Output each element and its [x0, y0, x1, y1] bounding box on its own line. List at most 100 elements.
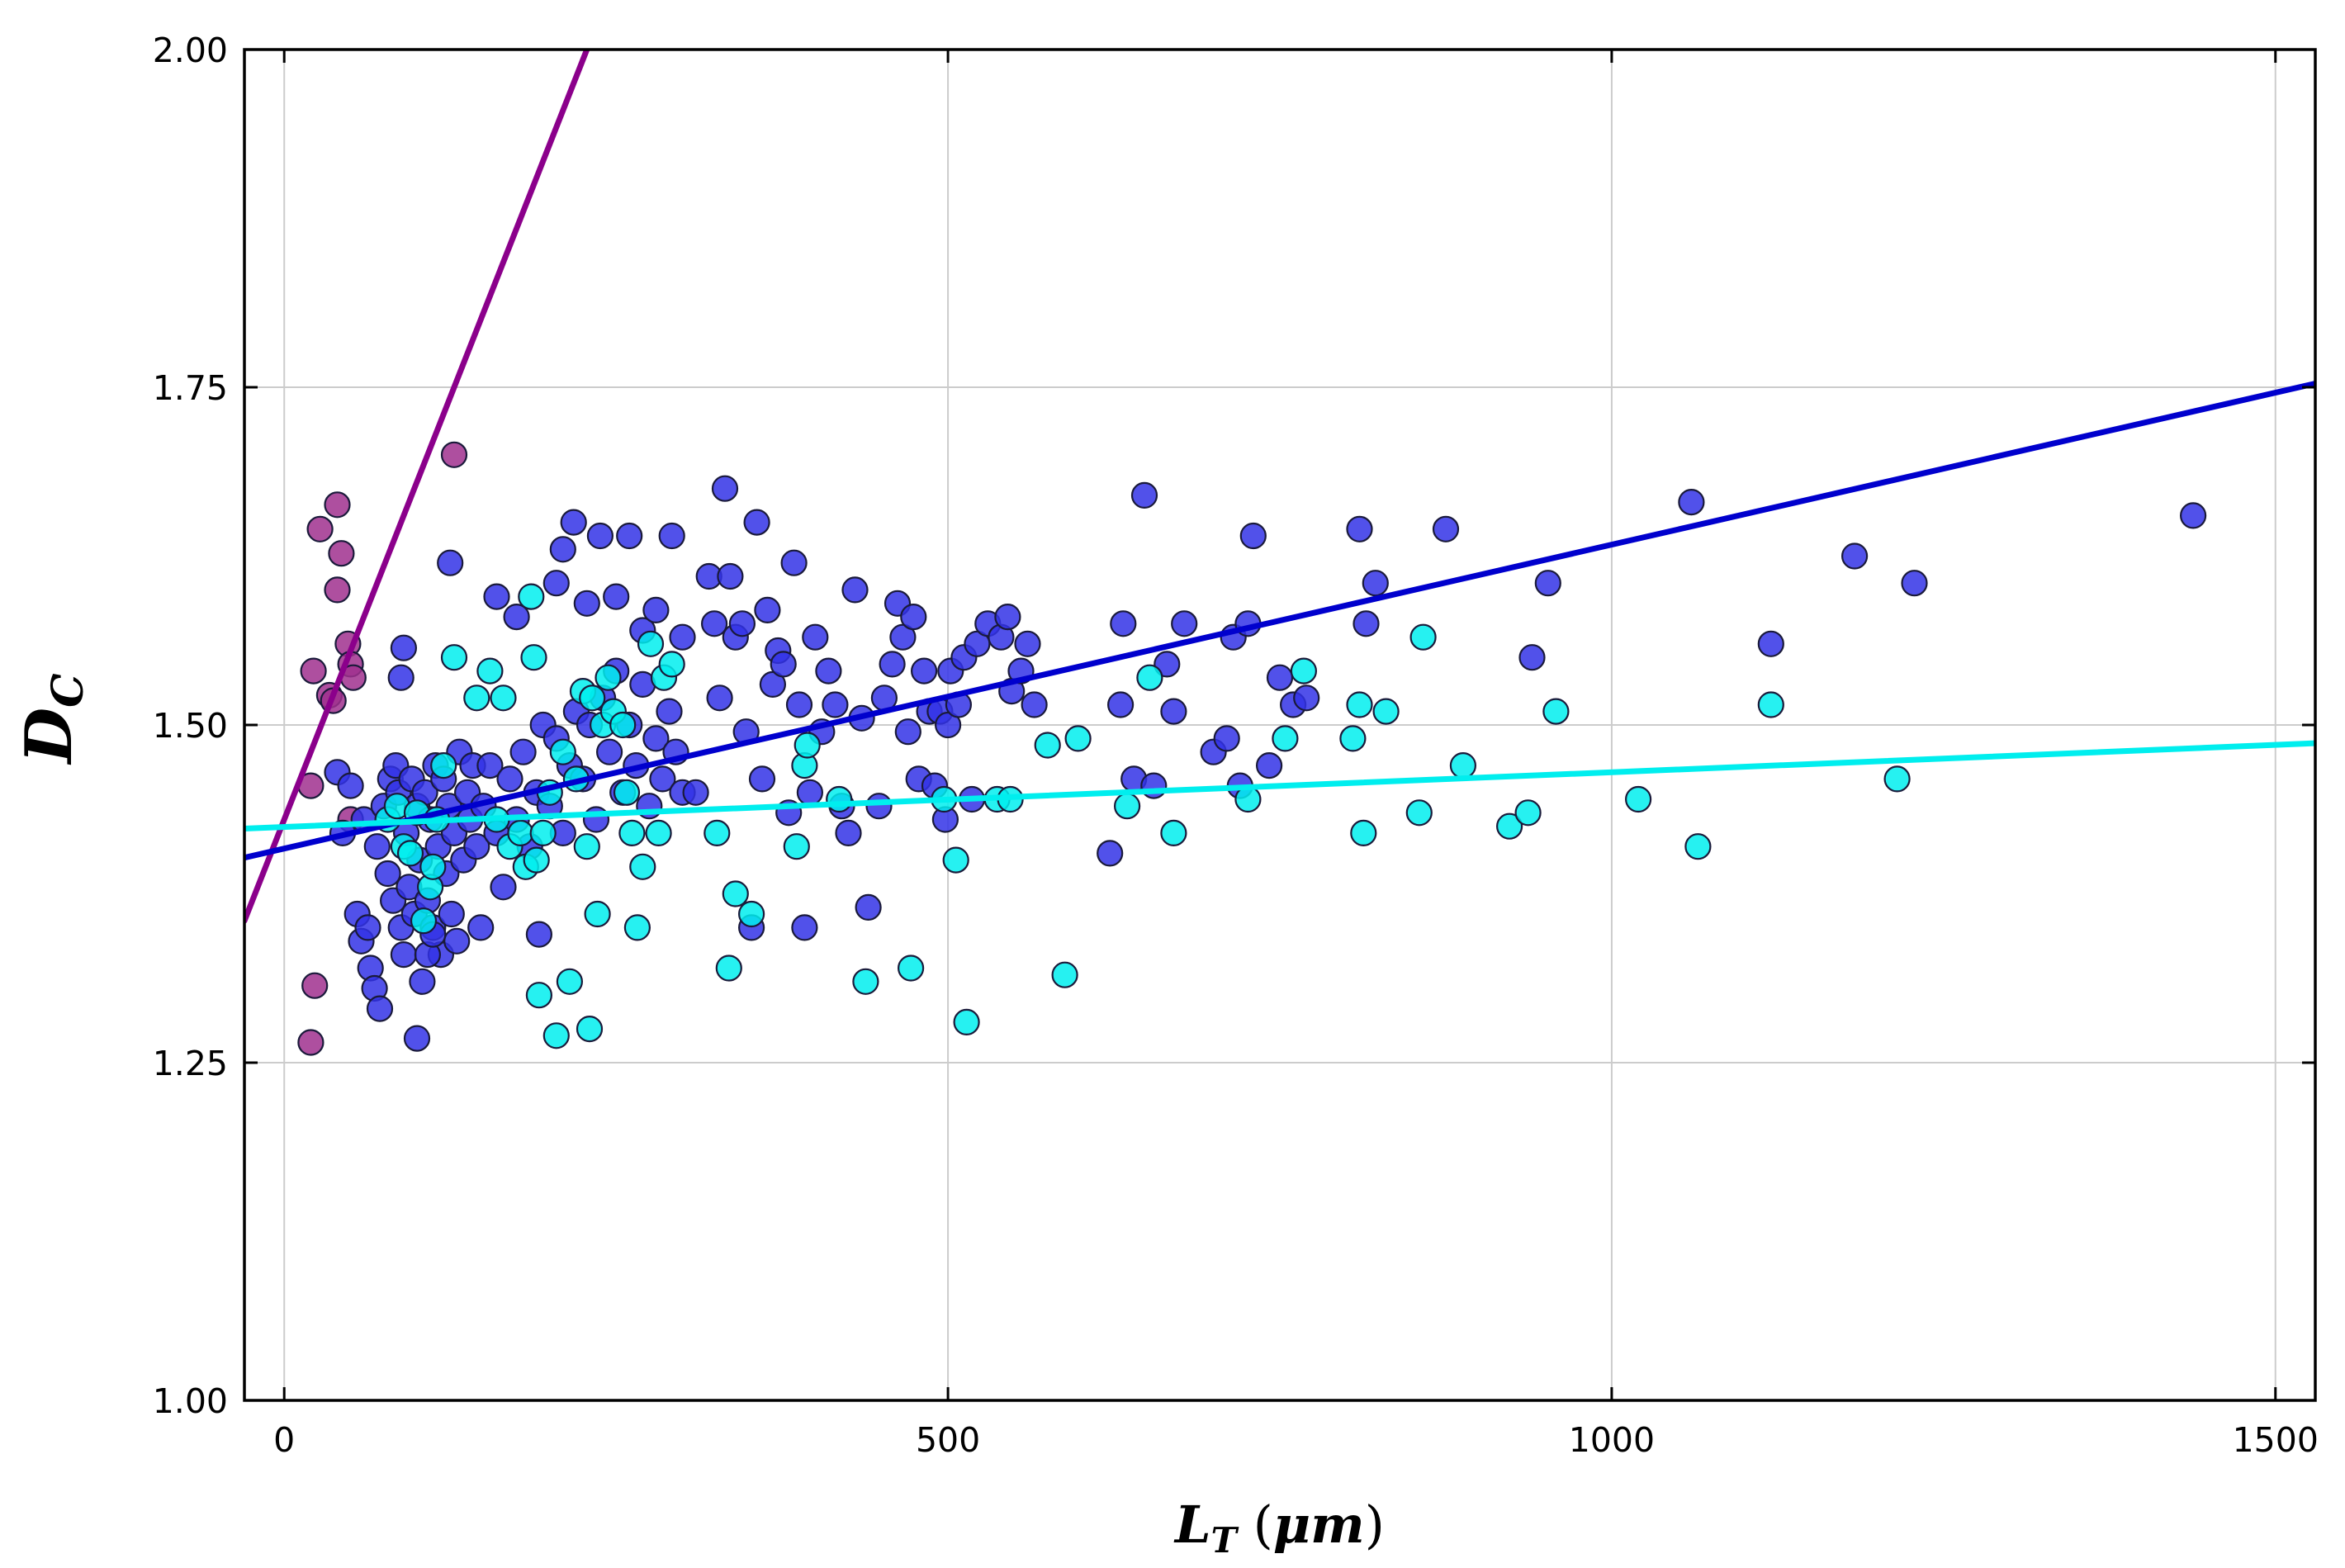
data-point-blue — [1518, 644, 1546, 671]
data-point-cyan — [1495, 812, 1523, 840]
svg-text:DC: DC — [12, 673, 93, 765]
data-point-cyan — [542, 1022, 570, 1049]
data-point-cyan — [658, 651, 685, 678]
data-point-cyan — [783, 833, 810, 860]
data-point-blue — [642, 725, 670, 752]
series-cyan — [374, 583, 1911, 1049]
data-point-blue — [1534, 570, 1561, 597]
data-point-blue — [1353, 610, 1380, 637]
data-point-purple — [328, 540, 355, 567]
data-point-blue — [1106, 691, 1135, 718]
y-axis-title: DC — [12, 673, 93, 765]
data-point-blue — [785, 691, 813, 718]
data-point-cyan — [1034, 732, 1061, 759]
data-point-cyan — [623, 914, 651, 941]
axis-ticks — [244, 48, 2315, 1402]
data-point-blue — [1140, 772, 1168, 799]
data-point-blue — [549, 536, 576, 563]
data-point-cyan — [529, 819, 557, 847]
data-point-cyan — [852, 968, 879, 995]
data-point-cyan — [722, 880, 749, 907]
y-tick-label: 1.00 — [153, 1381, 228, 1421]
data-point-blue — [658, 522, 685, 550]
data-point-blue — [443, 927, 471, 955]
data-point-blue — [1266, 664, 1294, 691]
data-point-blue — [711, 475, 739, 502]
data-point-blue — [1130, 481, 1158, 509]
series-layer — [244, 50, 2315, 1056]
data-point-blue — [542, 570, 570, 597]
data-point-blue — [483, 583, 510, 610]
data-point-cyan — [419, 853, 447, 880]
data-point-blue — [503, 603, 530, 631]
data-point-blue — [476, 751, 504, 779]
data-point-cyan — [463, 685, 490, 712]
data-point-cyan — [579, 685, 606, 712]
x-tick-label: 1500 — [2233, 1420, 2319, 1460]
data-point-cyan — [576, 1015, 604, 1043]
data-point-blue — [822, 691, 849, 718]
data-point-blue — [994, 603, 1021, 631]
data-point-blue — [387, 664, 415, 691]
data-point-cyan — [1624, 785, 1652, 813]
data-point-cyan — [1372, 698, 1400, 725]
data-point-cyan — [613, 779, 641, 806]
data-point-cyan — [1113, 793, 1141, 820]
data-point-cyan — [629, 853, 656, 880]
data-point-cyan — [897, 955, 925, 982]
data-point-blue — [910, 657, 938, 685]
data-point-cyan — [704, 819, 731, 847]
data-point-blue — [409, 968, 436, 995]
x-tick-label: 0 — [273, 1420, 295, 1460]
data-point-blue — [770, 651, 797, 678]
data-point-cyan — [523, 846, 550, 874]
data-point-blue — [403, 1025, 431, 1052]
data-point-cyan — [715, 955, 742, 982]
data-point-blue — [900, 603, 927, 631]
data-point-cyan — [1757, 691, 1784, 718]
data-point-purple — [306, 515, 334, 542]
data-point-blue — [656, 698, 683, 725]
data-point-cyan — [1234, 785, 1262, 813]
data-point-blue — [490, 874, 517, 901]
data-point-blue — [1255, 751, 1283, 779]
data-point-cyan — [440, 644, 468, 671]
data-point-blue — [728, 610, 756, 637]
data-point-purple — [324, 491, 351, 519]
data-point-blue — [1097, 840, 1124, 867]
data-point-cyan — [1064, 725, 1092, 752]
y-tick-label: 2.00 — [153, 31, 228, 70]
data-point-cyan — [556, 968, 584, 995]
data-point-cyan — [618, 819, 646, 847]
x-tick-label: 500 — [916, 1420, 980, 1460]
data-point-cyan — [794, 732, 821, 759]
data-point-blue — [815, 657, 842, 685]
data-point-cyan — [1684, 833, 1712, 860]
data-point-purple — [300, 657, 327, 685]
data-point-cyan — [645, 819, 672, 847]
y-tick-label: 1.25 — [153, 1044, 228, 1083]
data-point-purple — [301, 972, 329, 999]
data-point-blue — [337, 772, 364, 799]
data-point-blue — [437, 549, 464, 576]
data-point-blue — [1014, 630, 1041, 657]
data-point-blue — [467, 914, 495, 941]
x-tick-label: 1000 — [1569, 1420, 1655, 1460]
data-point-blue — [1757, 630, 1784, 657]
data-point-cyan — [1405, 799, 1433, 827]
data-point-blue — [717, 562, 744, 590]
x-axis-title: LT (μm) — [1173, 1495, 1385, 1561]
data-point-blue — [573, 590, 600, 617]
data-point-cyan — [573, 833, 600, 860]
data-point-cyan — [637, 630, 665, 657]
data-point-blue — [390, 634, 417, 661]
data-point-blue — [1213, 725, 1240, 752]
data-point-cyan — [737, 900, 765, 928]
data-point-blue — [1160, 698, 1187, 725]
y-tick-label: 1.50 — [153, 706, 228, 746]
data-point-cyan — [518, 583, 545, 610]
data-point-blue — [509, 738, 537, 765]
data-point-blue — [1362, 570, 1389, 597]
data-point-blue — [1432, 515, 1460, 542]
